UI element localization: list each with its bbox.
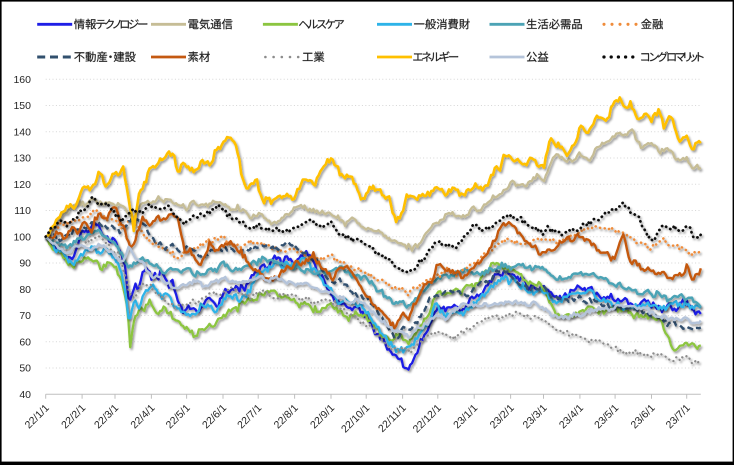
svg-text:150: 150	[13, 100, 31, 112]
svg-text:130: 130	[13, 153, 31, 165]
svg-text:40: 40	[19, 389, 31, 401]
svg-text:100: 100	[13, 231, 31, 243]
svg-text:80: 80	[19, 284, 31, 296]
svg-text:140: 140	[13, 126, 31, 138]
svg-text:110: 110	[14, 205, 31, 217]
svg-text:90: 90	[19, 258, 31, 270]
svg-text:50: 50	[19, 363, 31, 375]
svg-text:160: 160	[13, 74, 31, 86]
svg-text:120: 120	[13, 179, 31, 191]
svg-text:70: 70	[19, 310, 31, 322]
svg-text:60: 60	[19, 336, 31, 348]
